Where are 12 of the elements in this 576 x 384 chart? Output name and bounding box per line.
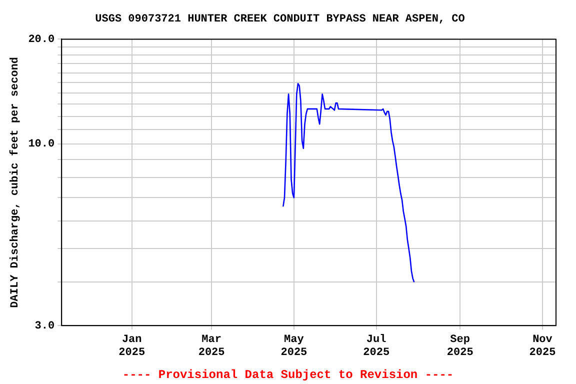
x-tick-label: Jul 2025 (363, 334, 390, 360)
chart-title: USGS 09073721 HUNTER CREEK CONDUIT BYPASS NEAR ASPEN, CO (95, 13, 466, 26)
x-tick-label: Mar 2025 (198, 334, 226, 360)
y-tick-label: 20.0 (28, 34, 55, 46)
x-tick-label: May 2025 (280, 334, 308, 360)
y-tick-label: 10.0 (28, 138, 55, 151)
x-tick-label: Sep 2025 (446, 334, 474, 360)
y-tick-label: 3.0 (34, 320, 55, 332)
text: ---- Provisional Data Subject to Revision ---- (122, 368, 454, 382)
x-tick-label: Jan 2025 (118, 334, 146, 360)
x-tick-label: Nov 2025 (529, 334, 556, 360)
y-axis-title: DAILY Discharge, cubic feet per second (8, 56, 22, 308)
